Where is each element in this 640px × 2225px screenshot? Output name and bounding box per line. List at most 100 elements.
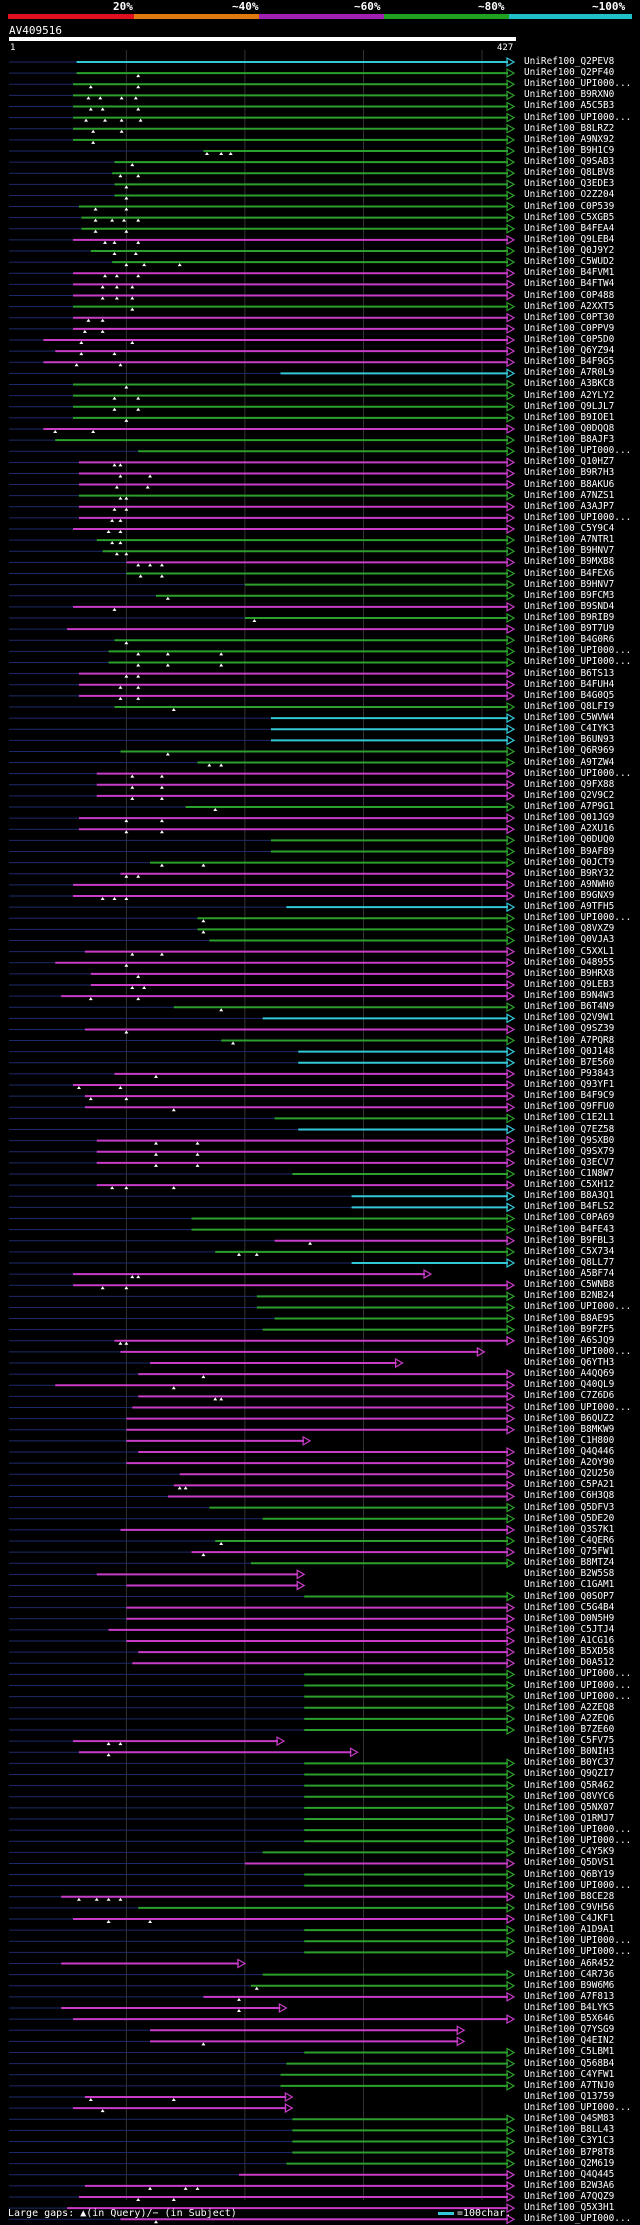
hit-row[interactable] <box>9 757 516 768</box>
hit-label[interactable]: UniRef100_B9W6M6 <box>524 1979 615 1991</box>
hit-row[interactable] <box>9 1380 516 1391</box>
hit-label[interactable]: UniRef100_Q8VYC6 <box>524 1790 615 1802</box>
hit-label[interactable]: UniRef100_B4F9G5 <box>524 356 615 368</box>
hit-row[interactable] <box>9 1502 516 1513</box>
hit-row[interactable] <box>9 68 516 79</box>
hit-label[interactable]: UniRef100_Q9SAB3 <box>524 156 615 168</box>
hit-label[interactable]: UniRef100_A6SJQ9 <box>524 1334 615 1346</box>
hit-label[interactable]: UniRef100_C5G4B4 <box>524 1601 615 1613</box>
hit-label[interactable]: UniRef100_Q0DQQ8 <box>524 422 615 434</box>
hit-row[interactable] <box>9 2080 516 2091</box>
hit-row[interactable] <box>9 1658 516 1669</box>
hit-row[interactable] <box>9 1413 516 1424</box>
hit-label[interactable]: UniRef100_Q7EZ58 <box>524 1123 615 1135</box>
hit-row[interactable] <box>9 1636 516 1647</box>
hit-label[interactable]: UniRef100_B6UN93 <box>524 734 615 746</box>
hit-row[interactable] <box>9 401 516 412</box>
hit-row[interactable] <box>9 535 516 546</box>
hit-label[interactable]: UniRef100_Q5DFV3 <box>524 1501 615 1513</box>
hit-row[interactable] <box>9 201 516 212</box>
hit-label[interactable]: UniRef100_A2XU16 <box>524 823 615 835</box>
hit-row[interactable] <box>9 157 516 168</box>
hit-row[interactable] <box>9 1057 516 1068</box>
hit-label[interactable]: UniRef100_B9RIB9 <box>524 612 615 623</box>
hit-row[interactable] <box>9 2069 516 2080</box>
hit-row[interactable] <box>9 1713 516 1724</box>
hit-label[interactable]: UniRef100_O2Z204 <box>524 189 615 201</box>
hit-row[interactable] <box>9 779 516 790</box>
hit-row[interactable] <box>9 1958 247 1969</box>
hit-row[interactable] <box>9 1613 516 1624</box>
hit-label[interactable]: UniRef100_C7Z6D6 <box>524 1390 615 1402</box>
hit-row[interactable] <box>9 1736 286 1747</box>
hit-row[interactable] <box>9 268 516 279</box>
hit-row[interactable] <box>9 1224 516 1235</box>
hit-label[interactable]: UniRef100_UPI000... <box>524 1345 632 1357</box>
hit-label[interactable]: UniRef100_Q5R462 <box>524 1779 615 1791</box>
hit-row[interactable] <box>9 1002 516 1013</box>
hit-label[interactable]: UniRef100_UPI000... <box>524 2102 632 2114</box>
hit-label[interactable]: UniRef100_C9VH56 <box>524 1901 615 1913</box>
hit-row[interactable] <box>9 701 516 712</box>
hit-label[interactable]: UniRef100_Q9SX79 <box>524 1145 615 1157</box>
hit-row[interactable] <box>9 1858 516 1869</box>
hit-label[interactable]: UniRef100_UPI000... <box>524 445 632 457</box>
hit-label[interactable]: UniRef100_Q13759 <box>524 2090 615 2102</box>
hit-row[interactable] <box>9 1891 516 1902</box>
hit-row[interactable] <box>9 168 516 179</box>
hit-label[interactable]: UniRef100_B4G0R6 <box>524 634 615 646</box>
hit-row[interactable] <box>9 1068 516 1079</box>
hit-row[interactable] <box>9 1491 516 1502</box>
hit-row[interactable] <box>9 612 516 624</box>
hit-row[interactable] <box>9 646 516 657</box>
hit-label[interactable]: UniRef100_Q2PEV8 <box>524 56 615 67</box>
hit-row[interactable] <box>9 1669 516 1680</box>
hit-row[interactable] <box>9 1280 516 1291</box>
hit-row[interactable] <box>9 1947 516 1958</box>
hit-row[interactable] <box>9 1925 516 1936</box>
hit-label[interactable]: UniRef100_Q8LFI9 <box>524 700 615 712</box>
hit-label[interactable]: UniRef100_C5JTJ4 <box>524 1623 615 1635</box>
hit-row[interactable] <box>9 212 516 223</box>
hit-row[interactable] <box>9 1691 516 1702</box>
hit-row[interactable] <box>9 1580 306 1591</box>
hit-row[interactable] <box>9 1435 312 1446</box>
hit-label[interactable]: UniRef100_A1CG16 <box>524 1635 615 1647</box>
hit-row[interactable] <box>9 657 516 668</box>
hit-label[interactable]: UniRef100_B9N4W3 <box>524 990 615 1002</box>
hit-row[interactable] <box>9 2169 516 2180</box>
hit-label[interactable]: UniRef100_Q93YF1 <box>524 1079 615 1091</box>
hit-label[interactable]: UniRef100_C1H800 <box>524 1434 615 1446</box>
hit-row[interactable] <box>9 568 516 579</box>
hit-label[interactable]: UniRef100_C4JKF1 <box>524 1913 615 1925</box>
hit-row[interactable] <box>9 1346 486 1357</box>
hit-row[interactable] <box>9 145 516 156</box>
hit-label[interactable]: UniRef100_Q75FW1 <box>524 1546 615 1558</box>
hit-label[interactable]: UniRef100_B9HNV7 <box>524 545 615 557</box>
hit-row[interactable] <box>9 1446 516 1458</box>
hit-label[interactable]: UniRef100_UPI000... <box>524 1690 632 1702</box>
hit-label[interactable]: UniRef100_B8LL43 <box>524 2124 615 2136</box>
hit-label[interactable]: UniRef100_B9AF89 <box>524 845 615 857</box>
hit-label[interactable]: UniRef100_C5WUD2 <box>524 256 615 268</box>
hit-label[interactable]: UniRef100_C1GAM1 <box>524 1579 615 1591</box>
hit-row[interactable] <box>9 1424 516 1435</box>
hit-row[interactable] <box>9 2114 516 2125</box>
hit-row[interactable] <box>9 490 516 501</box>
hit-label[interactable]: UniRef100_Q2U250 <box>524 1468 615 1480</box>
hit-label[interactable]: UniRef100_Q2PF40 <box>524 67 615 79</box>
hit-row[interactable] <box>9 1046 516 1057</box>
hit-row[interactable] <box>9 824 516 835</box>
hit-row[interactable] <box>9 1335 516 1346</box>
hit-row[interactable] <box>9 579 516 590</box>
hit-row[interactable] <box>9 1291 516 1302</box>
hit-row[interactable] <box>9 468 516 479</box>
hit-row[interactable] <box>9 1880 516 1891</box>
hit-label[interactable]: UniRef100_B6QUZ2 <box>524 1412 615 1424</box>
hit-row[interactable] <box>9 890 516 902</box>
hit-label[interactable]: UniRef100_Q40QL9 <box>524 1379 615 1391</box>
hit-row[interactable] <box>9 835 516 846</box>
hit-row[interactable] <box>9 1124 516 1135</box>
hit-label[interactable]: UniRef100_B9RY32 <box>524 867 615 879</box>
hit-label[interactable]: UniRef100_C5LBM1 <box>524 2046 615 2058</box>
